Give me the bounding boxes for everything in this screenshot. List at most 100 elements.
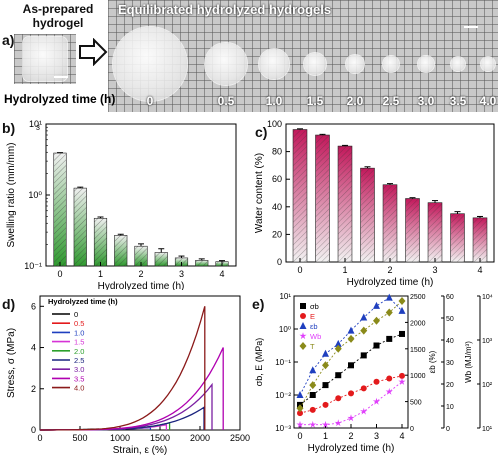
- data-point: [309, 392, 316, 398]
- x-tick-label: 2000: [190, 433, 210, 443]
- hydrogel-disc: [113, 27, 187, 101]
- right-tick-label: 30: [446, 360, 454, 367]
- right-tick-label: 10¹: [482, 426, 493, 433]
- x-tick-label: 2: [138, 269, 143, 279]
- y-axis-label: σb, E (MPa): [254, 338, 264, 387]
- data-point: [360, 385, 367, 392]
- right-tick-label: 2500: [410, 294, 426, 301]
- y-tick-label: 4: [31, 343, 36, 353]
- time-value-label: 2.0: [346, 94, 364, 108]
- y-tick-label: 10¹: [29, 119, 42, 129]
- data-point: [297, 410, 303, 417]
- legend-label: T: [310, 342, 315, 351]
- x-tick-label: 3: [374, 431, 379, 441]
- legend-title: Hydrolyzed time (h): [48, 297, 118, 306]
- bar-hatch: [315, 135, 330, 262]
- data-point: [309, 406, 316, 413]
- hydrogel-disc: [450, 56, 466, 72]
- x-axis-label: Hydrolyzed time (h): [347, 277, 434, 288]
- x-tick-label: 4: [219, 269, 224, 279]
- data-point: [335, 395, 342, 402]
- time-value-label: 3.5: [449, 94, 467, 108]
- right-tick-label: 0: [410, 426, 414, 433]
- x-tick-label: 2: [387, 265, 392, 275]
- bar-hatch: [53, 153, 67, 266]
- data-point: [309, 366, 317, 374]
- right-tick-label: 1500: [410, 347, 426, 354]
- x-tick-label: 1000: [110, 433, 130, 443]
- water-content-chart: 0 20 40 60 80 100 0 1 2 3 4 Hydrolyzed time (h) Wate…: [254, 119, 495, 288]
- right-tick-label: 20: [446, 382, 454, 389]
- hydrogel-disc: [480, 56, 496, 72]
- as-prepared-title: As-prepared hydrogel: [22, 2, 94, 30]
- legend-label: σb: [310, 302, 319, 311]
- y-tick-label: 10⁻³: [275, 424, 291, 433]
- legend-label: 0: [74, 310, 78, 319]
- x-tick-label: 2500: [230, 433, 250, 443]
- right-tick-label: 10³: [482, 338, 493, 345]
- data-point: [322, 361, 329, 370]
- y-tick-label: 10⁰: [28, 190, 42, 200]
- y-tick-label: 2: [31, 384, 36, 394]
- legend-label: E: [310, 312, 315, 321]
- data-point: [398, 296, 406, 305]
- data-point: [385, 293, 393, 301]
- plot-frame: [39, 295, 241, 431]
- data-point: [347, 414, 355, 422]
- time-value-label: 0: [146, 94, 154, 108]
- y-tick-label: 40: [272, 202, 282, 212]
- x-tick-label: 500: [72, 433, 87, 443]
- y-tick-label: 80: [272, 147, 282, 157]
- data-point: [334, 344, 342, 353]
- x-axis-label: Hydrolyzed time (h): [98, 281, 185, 290]
- stress-strain-curve: [40, 382, 213, 431]
- bar-hatch: [94, 218, 107, 266]
- swelling-ratio-chart: 10⁻¹ 10⁰ 10¹ 0 1 2 3 4 Hydrolyzed time (h) Swelli…: [6, 119, 237, 290]
- x-tick-label: 1: [323, 431, 328, 441]
- legend-label: 3.5: [74, 374, 84, 383]
- data-point: [360, 407, 368, 415]
- right-tick-label: 50: [446, 316, 454, 323]
- panel-d-label: d): [2, 296, 16, 312]
- legend-label: 0.5: [74, 319, 84, 328]
- hydrogel-disc: [382, 55, 400, 73]
- data-point: [399, 372, 405, 379]
- y-axis-label: Swelling ratio (mm/mm): [6, 142, 17, 247]
- series-line: [299, 297, 403, 396]
- y-tick-label: 20: [272, 229, 282, 239]
- x-tick-label: 1: [342, 265, 347, 275]
- as-prepared-photo: [14, 34, 76, 84]
- data-point: [322, 401, 329, 408]
- bar-hatch: [428, 202, 442, 262]
- stress-strain-curve: [40, 406, 205, 431]
- data-point: [299, 332, 307, 340]
- panel-e-label: e): [252, 296, 265, 312]
- data-point: [360, 326, 368, 335]
- legend-label: 4.0: [74, 384, 84, 393]
- equilibrated-title: Equilibrated hydrolyzed hydrogels: [118, 2, 332, 17]
- time-value-label: 1.0: [265, 94, 283, 108]
- right-tick-label: 10²: [482, 382, 493, 389]
- y-axis-label-superscript: 3: [36, 125, 40, 132]
- data-point: [309, 381, 317, 390]
- as-prepared-disc: [23, 37, 67, 81]
- bar-hatch: [450, 213, 465, 262]
- x-tick-label: 4: [477, 265, 482, 275]
- x-tick-label: 3: [432, 265, 437, 275]
- legend-label: 3.0: [74, 365, 84, 374]
- x-tick-label: 2: [348, 431, 353, 441]
- hydrogel-disc: [346, 55, 364, 73]
- x-tick-label: 3: [179, 269, 184, 279]
- time-value-label: 0.5: [217, 94, 235, 108]
- hydrogel-disc: [205, 43, 247, 85]
- y-tick-label: 6: [31, 301, 36, 311]
- x-tick-label: 0: [297, 431, 302, 441]
- bar-hatch: [73, 188, 87, 266]
- y-tick-label: 10⁻¹: [275, 358, 291, 367]
- data-point: [296, 391, 304, 398]
- data-point: [334, 339, 342, 347]
- x-tick-label: 1500: [150, 433, 170, 443]
- panel-c-label: c): [255, 124, 268, 140]
- right-tick-label: 40: [446, 338, 454, 345]
